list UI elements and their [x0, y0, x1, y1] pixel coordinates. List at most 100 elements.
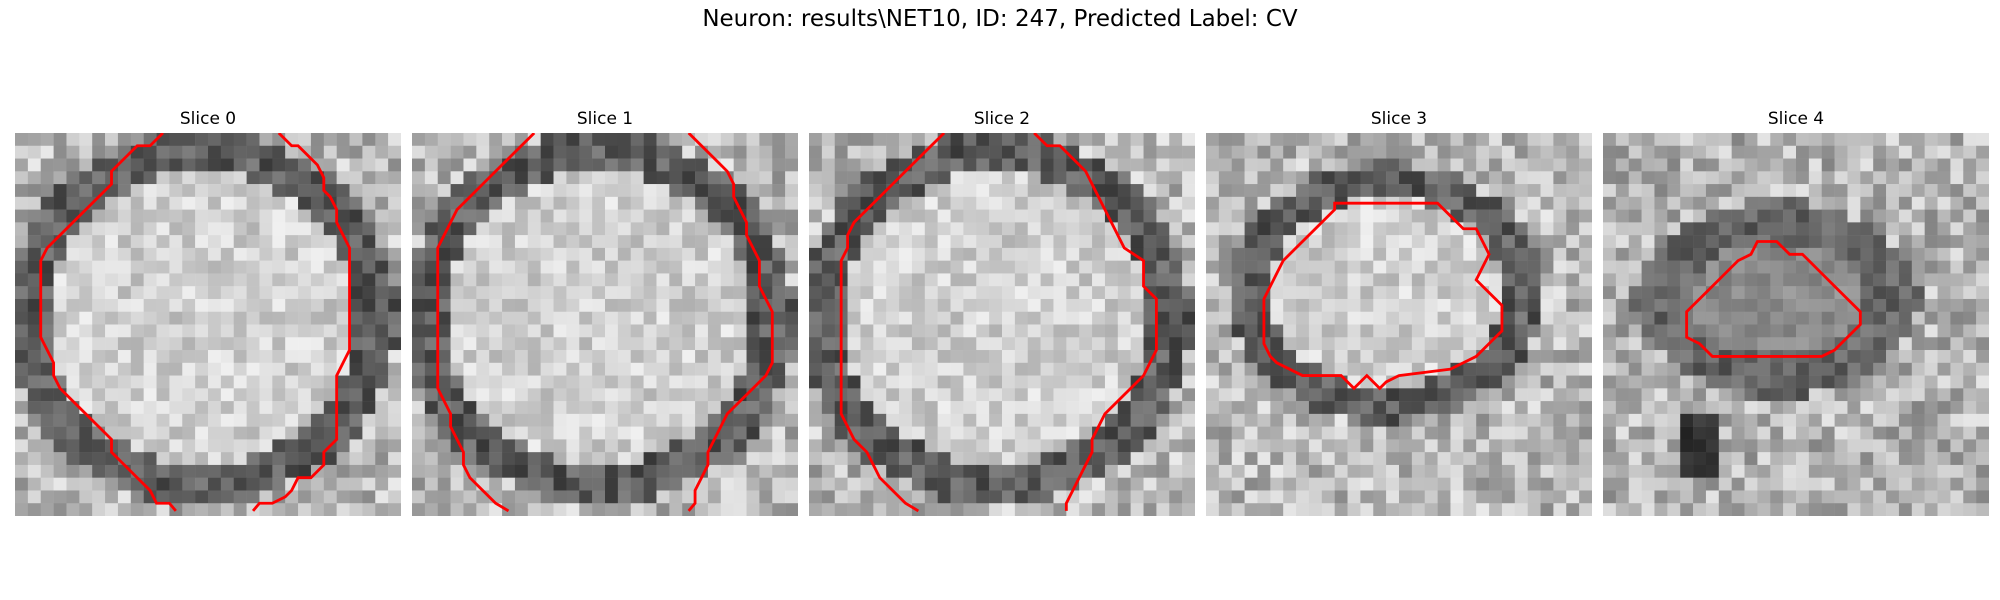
image-pixel	[695, 260, 709, 274]
image-pixel	[362, 209, 376, 223]
image-pixel	[1206, 362, 1220, 376]
image-pixel	[809, 426, 823, 440]
image-pixel	[1937, 133, 1951, 147]
image-pixel	[1514, 452, 1528, 466]
image-pixel	[1898, 503, 1913, 516]
image-pixel	[592, 350, 606, 364]
image-pixel	[1079, 247, 1093, 261]
image-pixel	[1424, 337, 1438, 351]
image-pixel	[553, 401, 567, 415]
image-pixel	[821, 375, 835, 389]
image-pixel	[1117, 133, 1131, 147]
image-pixel	[1693, 222, 1707, 236]
image-pixel	[630, 247, 644, 261]
image-pixel	[336, 184, 350, 198]
image-pixel	[579, 464, 593, 478]
image-pixel	[272, 362, 286, 376]
image-pixel	[117, 209, 132, 223]
image-pixel	[1104, 171, 1119, 185]
image-pixel	[911, 388, 926, 402]
image-pixel	[1731, 503, 1745, 516]
image-pixel	[27, 196, 41, 210]
image-pixel	[1130, 464, 1144, 478]
image-pixel	[15, 298, 29, 312]
image-pixel	[182, 133, 196, 147]
image-pixel	[527, 375, 541, 389]
image-pixel	[899, 133, 913, 147]
image-pixel	[1040, 324, 1054, 338]
image-pixel	[1489, 247, 1503, 261]
image-pixel	[937, 133, 951, 147]
image-pixel	[424, 413, 438, 427]
image-pixel	[1680, 171, 1694, 185]
image-pixel	[1937, 464, 1951, 478]
image-pixel	[1821, 413, 1835, 427]
image-pixel	[911, 209, 926, 223]
image-pixel	[759, 286, 773, 300]
image-pixel	[1206, 375, 1220, 389]
image-pixel	[1924, 350, 1938, 364]
image-pixel	[1014, 145, 1028, 159]
image-pixel	[92, 375, 106, 389]
image-pixel	[1206, 324, 1220, 338]
image-pixel	[336, 145, 350, 159]
image-pixel	[1156, 171, 1170, 185]
image-pixel	[963, 184, 977, 198]
image-pixel	[847, 350, 861, 364]
image-pixel	[1911, 145, 1925, 159]
image-pixel	[424, 337, 438, 351]
image-pixel	[143, 362, 157, 376]
image-pixel	[1514, 477, 1528, 491]
image-pixel	[233, 362, 247, 376]
image-pixel	[1360, 222, 1374, 236]
image-pixel	[847, 413, 861, 427]
image-pixel	[1950, 452, 1964, 466]
image-pixel	[873, 324, 887, 338]
image-pixel	[1615, 286, 1629, 300]
image-pixel	[450, 337, 464, 351]
image-pixel	[156, 426, 170, 440]
image-pixel	[1873, 464, 1887, 478]
image-pixel	[1847, 452, 1861, 466]
image-pixel	[463, 490, 477, 504]
image-pixel	[1027, 171, 1041, 185]
image-pixel	[1040, 171, 1054, 185]
image-pixel	[1283, 311, 1297, 325]
image-pixel	[1283, 477, 1297, 491]
image-pixel	[1373, 260, 1387, 274]
image-pixel	[388, 337, 401, 351]
image-pixel	[1218, 401, 1232, 415]
image-pixel	[1450, 452, 1464, 466]
image-pixel	[1963, 133, 1977, 147]
image-pixel	[195, 388, 209, 402]
image-pixel	[92, 452, 106, 466]
image-pixel	[323, 286, 337, 300]
slice-title: Slice 0	[179, 109, 237, 129]
image-pixel	[1667, 133, 1681, 147]
image-pixel	[1693, 184, 1707, 198]
image-pixel	[476, 184, 490, 198]
image-pixel	[963, 222, 977, 236]
image-pixel	[911, 337, 926, 351]
image-pixel	[1002, 452, 1016, 466]
image-pixel	[553, 260, 567, 274]
image-pixel	[617, 362, 631, 376]
image-pixel	[1796, 273, 1810, 287]
image-pixel	[105, 311, 119, 325]
image-pixel	[285, 413, 299, 427]
image-pixel	[566, 196, 580, 210]
image-pixel	[1950, 324, 1964, 338]
image-pixel	[989, 388, 1003, 402]
image-pixel	[1963, 426, 1977, 440]
image-pixel	[1053, 298, 1067, 312]
image-pixel	[1386, 452, 1400, 466]
image-pixel	[1104, 426, 1119, 440]
image-pixel	[1182, 375, 1195, 389]
image-pixel	[1156, 388, 1170, 402]
image-pixel	[1411, 145, 1425, 159]
image-pixel	[169, 209, 183, 223]
image-pixel	[130, 171, 144, 185]
image-pixel	[1169, 247, 1183, 261]
image-pixel	[1963, 171, 1977, 185]
image-pixel	[1040, 452, 1054, 466]
